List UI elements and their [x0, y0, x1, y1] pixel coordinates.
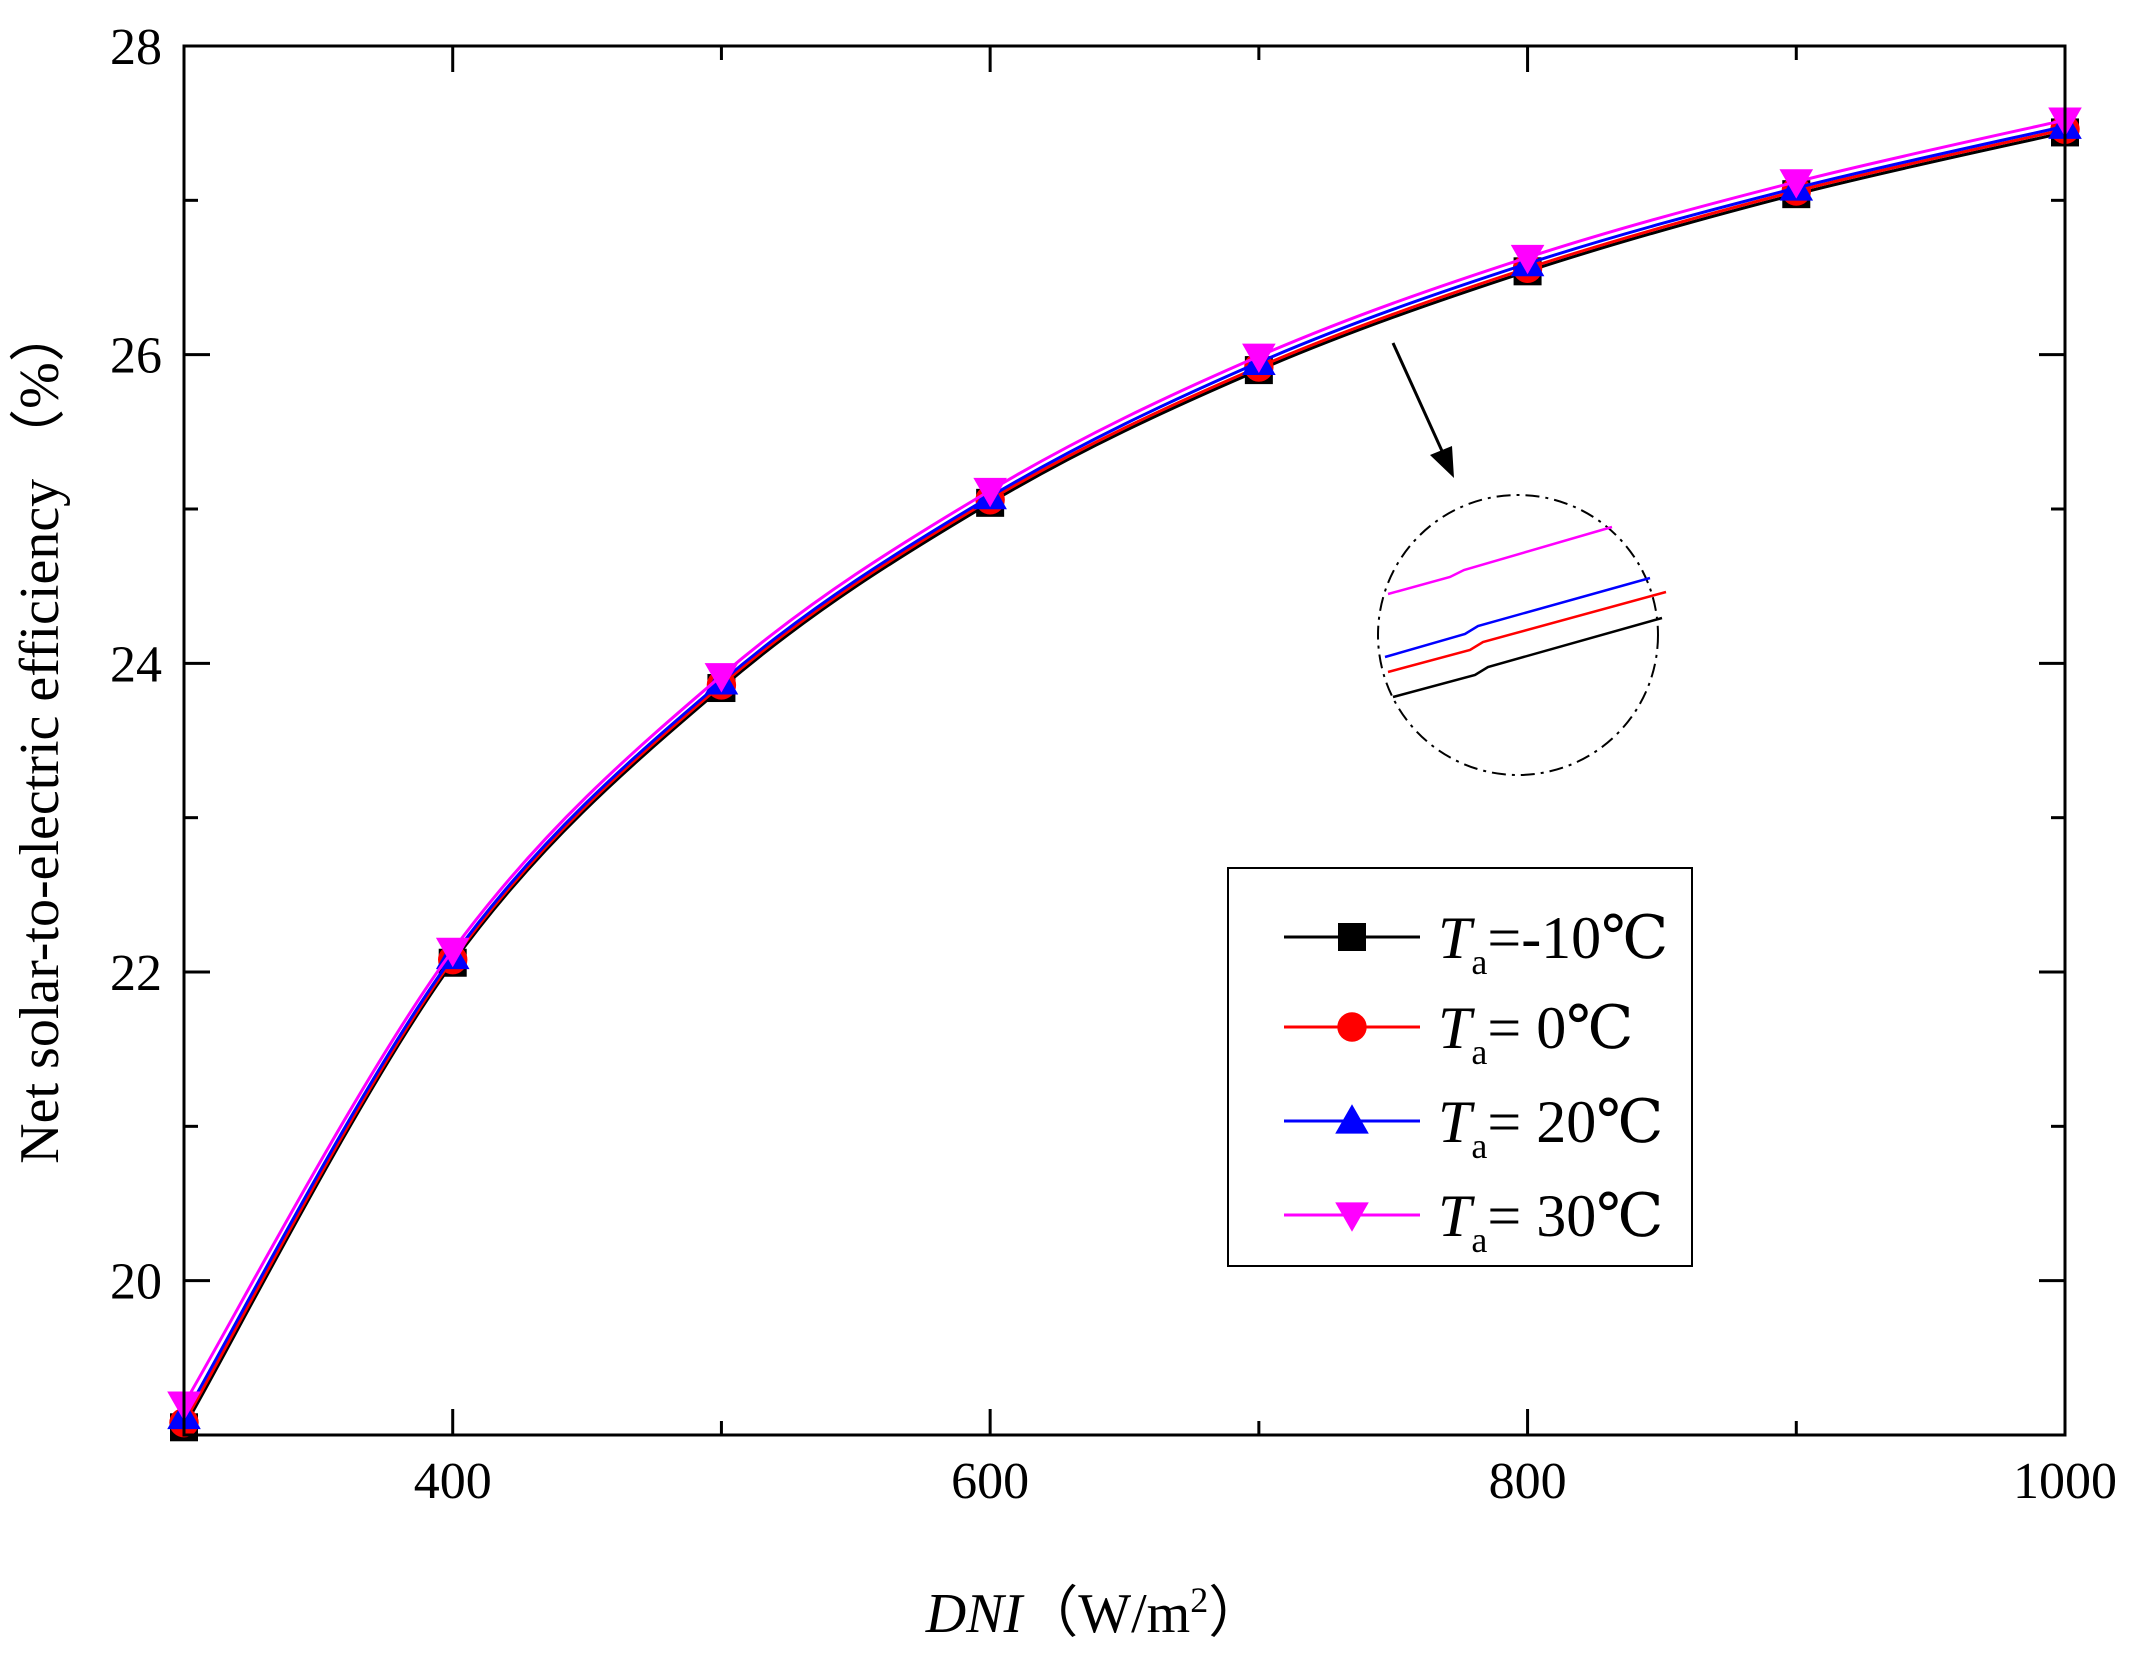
zoom-inset	[1377, 342, 1667, 776]
legend-marker-2	[1335, 1104, 1369, 1134]
data-point-s3-2	[704, 663, 739, 693]
series-line-1	[182, 127, 2066, 1424]
inset-series-line-0	[1392, 616, 1663, 699]
legend-marker-1	[1337, 1012, 1367, 1042]
legend-label-2: Ta= 20℃	[1438, 1089, 1663, 1166]
legend-box	[1227, 867, 1693, 1267]
inset-circle	[1377, 494, 1659, 776]
x-axis-title-unit-close: ）	[1208, 1583, 1264, 1645]
legend-label-3: Ta= 30℃	[1438, 1183, 1663, 1260]
legend-marker-3	[1335, 1202, 1369, 1232]
legend-label-variable: T	[1438, 1089, 1475, 1155]
series-line-2	[182, 124, 2066, 1418]
inset-series-line-3	[1387, 525, 1613, 596]
series-line-0	[182, 130, 2066, 1429]
legend-label-value: = 0℃	[1487, 995, 1633, 1061]
x-axis-title-unit: （W/m	[1022, 1583, 1190, 1645]
legend-label-variable: T	[1438, 1183, 1475, 1249]
annotation-arrow-head	[1430, 446, 1454, 478]
legend-label-0: Ta=-10℃	[1438, 905, 1668, 982]
data-point-s3-4	[1242, 343, 1276, 374]
y-axis-title: Net solar-to-electric efficiency （%）	[9, 306, 71, 1164]
legend-marker-0	[1338, 923, 1366, 951]
legend-label-value: =-10℃	[1487, 905, 1668, 971]
y-tick-label: 26	[110, 328, 162, 385]
legend-label-subscript: a	[1471, 1220, 1487, 1260]
legend-label-subscript: a	[1471, 1032, 1487, 1072]
y-tick-label: 20	[110, 1254, 162, 1311]
x-tick-label: 400	[414, 1453, 492, 1510]
legend-label-value: = 30℃	[1487, 1183, 1663, 1249]
annotation-arrow-line	[1391, 342, 1449, 463]
series-line-3	[182, 118, 2066, 1405]
series-layer	[167, 107, 2082, 1442]
legend-label-variable: T	[1438, 905, 1475, 971]
x-tick-label: 600	[951, 1453, 1029, 1510]
data-point-s3-6	[1779, 169, 1814, 199]
axes: 400 600 800 1000 20 22 24 26 28	[110, 19, 2117, 1510]
legend-label-subscript: a	[1471, 1126, 1487, 1166]
x-tick-label: 800	[1489, 1453, 1567, 1510]
data-point-s3-3	[973, 477, 1007, 508]
legend-label-value: = 20℃	[1487, 1089, 1663, 1155]
y-tick-label: 28	[110, 19, 162, 76]
y-tick-label: 24	[110, 636, 162, 693]
data-point-s3-1	[435, 937, 470, 968]
x-axis-title: DNI（W/m2）	[925, 1580, 1264, 1645]
x-axis-title-unit-exponent: 2	[1190, 1580, 1208, 1620]
legend: Ta=-10℃Ta= 0℃Ta= 20℃Ta= 30℃	[1227, 867, 1693, 1267]
y-tick-label: 22	[110, 945, 162, 1002]
inset-series-line-1	[1387, 590, 1667, 674]
x-axis-title-variable: DNI	[925, 1583, 1025, 1645]
inset-series-line-2	[1384, 576, 1651, 659]
plot-frame	[182, 44, 2067, 1437]
legend-label-variable: T	[1438, 995, 1475, 1061]
legend-label-1: Ta= 0℃	[1438, 995, 1633, 1072]
x-tick-label: 1000	[2013, 1453, 2117, 1510]
data-point-s3-5	[1510, 244, 1545, 275]
legend-label-subscript: a	[1471, 942, 1487, 982]
